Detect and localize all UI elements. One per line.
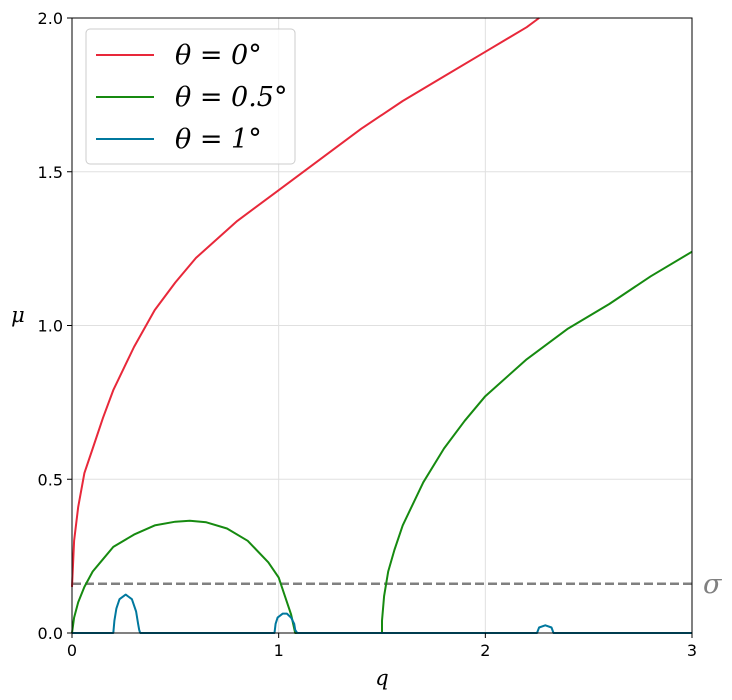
y-axis-label: μ (11, 303, 25, 327)
sigma-label: σ (703, 569, 723, 600)
legend-box (85, 28, 296, 165)
x-tick-label: 0 (67, 641, 77, 660)
legend-label-theta-0: θ = 0° (175, 40, 262, 71)
legend: θ = 0° θ = 0.5° θ = 1° (85, 28, 296, 165)
legend-label-theta-0-5: θ = 0.5° (175, 82, 287, 113)
y-tick-label: 1.5 (38, 163, 63, 182)
x-axis-label: q (375, 666, 388, 690)
series-theta-0-line (71, 17, 540, 587)
y-tick-label: 1.0 (38, 317, 63, 336)
legend-label-theta-1: θ = 1° (175, 124, 262, 155)
x-tick-label: 1 (274, 641, 284, 660)
series-theta-0-5-line (71, 250, 693, 634)
series-lines (71, 17, 693, 634)
y-tick-label: 0.0 (38, 624, 63, 643)
series-theta-1-line (72, 593, 692, 634)
y-tick-label: 2.0 (38, 9, 63, 28)
x-tick-label: 2 (480, 641, 490, 660)
x-tick-label: 3 (687, 641, 697, 660)
y-tick-label: 0.5 (38, 470, 63, 489)
ticks: 0 1 2 3 0.0 0.5 1.0 1.5 2.0 (38, 9, 698, 660)
